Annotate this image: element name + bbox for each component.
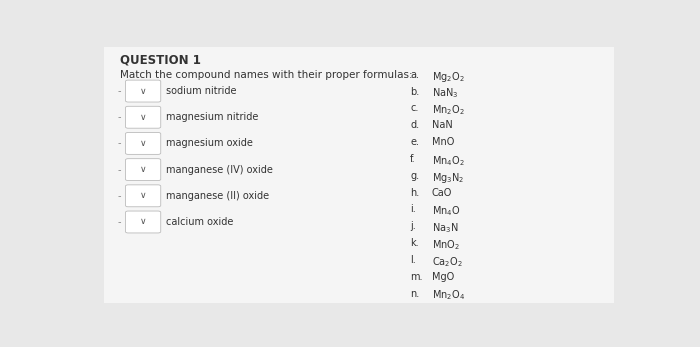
Text: -: - [118, 164, 121, 175]
Text: ∨: ∨ [140, 165, 146, 174]
Text: a.: a. [410, 70, 419, 80]
Text: manganese (II) oxide: manganese (II) oxide [166, 191, 270, 201]
Text: Mn$_2$O$_2$: Mn$_2$O$_2$ [432, 103, 465, 117]
Text: Na$_3$N: Na$_3$N [432, 221, 458, 235]
Text: Ca$_2$O$_2$: Ca$_2$O$_2$ [432, 255, 463, 269]
Text: NaN: NaN [432, 120, 453, 130]
Text: m.: m. [410, 272, 423, 282]
Text: ∨: ∨ [140, 218, 146, 227]
Text: magnesium oxide: magnesium oxide [166, 138, 253, 149]
Text: manganese (IV) oxide: manganese (IV) oxide [166, 164, 273, 175]
FancyBboxPatch shape [125, 133, 161, 154]
Text: calcium oxide: calcium oxide [166, 217, 234, 227]
Text: ∨: ∨ [140, 113, 146, 122]
Text: Mg$_3$N$_2$: Mg$_3$N$_2$ [432, 171, 464, 185]
Text: sodium nitride: sodium nitride [166, 86, 237, 96]
Text: n.: n. [410, 288, 419, 298]
FancyBboxPatch shape [125, 106, 161, 128]
Text: j.: j. [410, 221, 416, 231]
Text: i.: i. [410, 204, 416, 214]
Text: b.: b. [410, 86, 419, 96]
Text: Mg$_2$O$_2$: Mg$_2$O$_2$ [432, 70, 465, 84]
Text: d.: d. [410, 120, 419, 130]
Text: Mn$_4$O: Mn$_4$O [432, 204, 461, 218]
Text: c.: c. [410, 103, 419, 113]
FancyBboxPatch shape [125, 159, 161, 180]
Text: -: - [118, 112, 121, 122]
Text: l.: l. [410, 255, 416, 265]
FancyBboxPatch shape [104, 47, 614, 304]
Text: MgO: MgO [432, 272, 454, 282]
Text: -: - [118, 217, 121, 227]
FancyBboxPatch shape [125, 80, 161, 102]
Text: MnO$_2$: MnO$_2$ [432, 238, 460, 252]
Text: MnO: MnO [432, 137, 454, 147]
Text: -: - [118, 138, 121, 149]
Text: ∨: ∨ [140, 86, 146, 95]
Text: ∨: ∨ [140, 139, 146, 148]
Text: h.: h. [410, 187, 419, 197]
Text: QUESTION 1: QUESTION 1 [120, 54, 201, 67]
Text: k.: k. [410, 238, 419, 248]
Text: -: - [118, 191, 121, 201]
Text: Match the compound names with their proper formulas:: Match the compound names with their prop… [120, 70, 413, 80]
FancyBboxPatch shape [125, 211, 161, 233]
Text: NaN$_3$: NaN$_3$ [432, 86, 458, 100]
Text: e.: e. [410, 137, 419, 147]
FancyBboxPatch shape [125, 185, 161, 207]
Text: CaO: CaO [432, 187, 452, 197]
Text: g.: g. [410, 171, 419, 181]
Text: Mn$_2$O$_4$: Mn$_2$O$_4$ [432, 288, 465, 302]
Text: Mn$_4$O$_2$: Mn$_4$O$_2$ [432, 154, 465, 168]
Text: magnesium nitride: magnesium nitride [166, 112, 258, 122]
Text: ∨: ∨ [140, 191, 146, 200]
Text: f.: f. [410, 154, 416, 164]
Text: -: - [118, 86, 121, 96]
